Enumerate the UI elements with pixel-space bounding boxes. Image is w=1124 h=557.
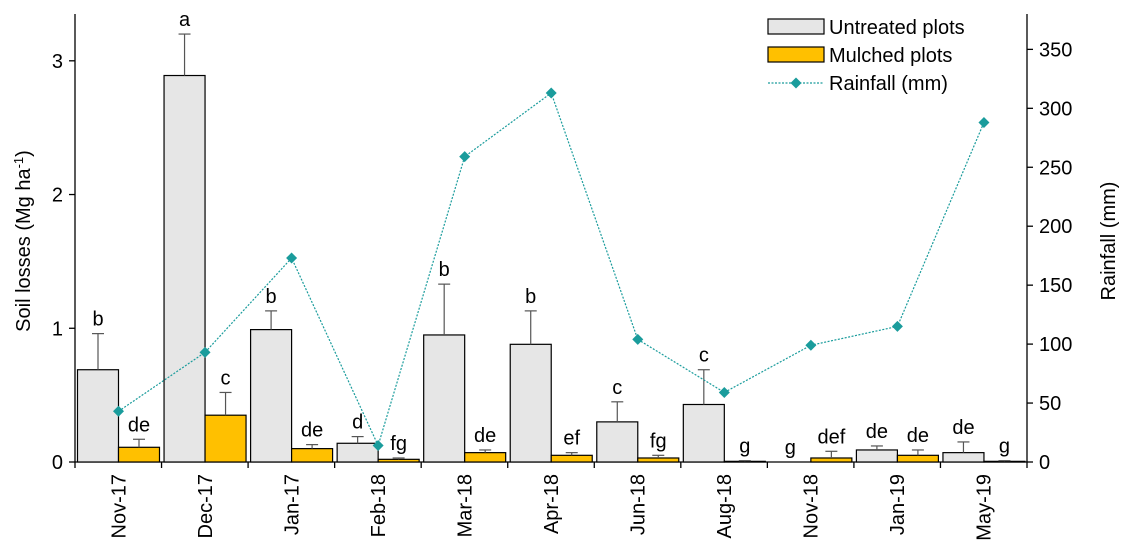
bar xyxy=(983,460,1026,463)
legend-swatch xyxy=(767,46,825,63)
bar xyxy=(336,442,379,463)
legend-label: Untreated plots xyxy=(829,17,965,39)
x-tick-label: Jun-18 xyxy=(628,474,650,535)
y-axis-title-sup: -1 xyxy=(11,157,26,169)
bar xyxy=(76,369,120,463)
legend: Untreated plots Mulched plots Rainfall (mm… xyxy=(767,17,965,95)
significance-letter: de xyxy=(474,425,496,447)
significance-letter: g xyxy=(785,437,796,459)
rainfall-point xyxy=(545,87,557,99)
y-tick-label: 2 xyxy=(52,185,63,207)
significance-letter: c xyxy=(221,367,231,389)
rainfall-point xyxy=(459,151,471,163)
bar xyxy=(810,457,853,463)
significance-letter: b xyxy=(439,259,450,281)
bar xyxy=(509,343,552,463)
y2-tick-label: 250 xyxy=(1039,157,1072,179)
bar xyxy=(464,452,507,463)
x-tick-label: Mar-18 xyxy=(454,474,476,537)
y-tick-label: 3 xyxy=(52,51,63,73)
significance-letter: de xyxy=(128,414,150,436)
bar xyxy=(637,457,680,463)
bar xyxy=(596,421,639,463)
y-axis-title: Soil losses (Mg ha-1) xyxy=(11,150,36,332)
significance-letter: de xyxy=(301,420,323,442)
y2-tick-label: 200 xyxy=(1039,216,1072,238)
significance-letter: de xyxy=(952,417,974,439)
rainfall-series xyxy=(113,87,990,451)
bar xyxy=(550,454,593,463)
significance-letter: def xyxy=(817,426,845,448)
bars xyxy=(76,74,1026,463)
y2-tick-label: 150 xyxy=(1039,275,1072,297)
bar xyxy=(942,452,985,463)
y-axis-title-base: Soil losses (Mg ha xyxy=(13,168,35,332)
error-bars xyxy=(92,33,1011,462)
legend-label: Rainfall (mm) xyxy=(829,73,948,95)
x-tick-label: Nov-18 xyxy=(801,474,823,538)
significance-letter: c xyxy=(699,345,709,367)
rainfall-point xyxy=(372,439,384,451)
tick-labels: 0 1 2 3 0 50 100 150 200 250 300 350 Nov-17 Dec-17 Jan… xyxy=(52,39,1073,540)
x-tick-label: Nov-17 xyxy=(108,474,130,538)
bar xyxy=(723,460,766,463)
bar xyxy=(682,403,725,463)
y2-tick-label: 350 xyxy=(1039,39,1072,61)
significance-letter: d xyxy=(352,412,363,434)
rainfall-point xyxy=(805,339,817,351)
bar xyxy=(377,458,420,463)
significance-letter: b xyxy=(525,286,536,308)
y2-tick-label: 50 xyxy=(1039,393,1061,415)
y-axis-title-end: ) xyxy=(13,150,35,157)
significance-letter: fg xyxy=(650,430,667,452)
rainfall-point xyxy=(632,333,644,345)
significance-letter: de xyxy=(907,425,929,447)
rainfall-point xyxy=(978,116,990,128)
significance-letter: fg xyxy=(390,433,407,455)
legend-swatch xyxy=(767,18,825,35)
bar xyxy=(117,446,161,463)
rainfall-point xyxy=(113,405,124,417)
x-tick-label: Aug-18 xyxy=(714,474,736,539)
x-tick-label: Feb-18 xyxy=(368,474,390,537)
rainfall-point xyxy=(286,252,298,264)
significance-letter: c xyxy=(612,377,622,399)
significance-letter: b xyxy=(92,309,103,331)
rainfall-point xyxy=(891,320,903,332)
x-tick-label: Apr-18 xyxy=(541,474,563,534)
bar xyxy=(249,329,293,463)
y2-tick-label: 0 xyxy=(1039,452,1050,474)
significance-letter: de xyxy=(866,421,888,443)
y2-axis-title: Rainfall (mm) xyxy=(1098,182,1120,301)
y-tick-label: 0 xyxy=(52,452,63,474)
y2-tick-label: 300 xyxy=(1039,98,1072,120)
significance-letter: a xyxy=(179,9,191,31)
significance-letter: ef xyxy=(563,428,580,450)
rainfall-point xyxy=(199,346,211,358)
bar xyxy=(290,448,334,463)
bar xyxy=(855,449,899,463)
bar xyxy=(204,414,247,463)
legend-marker xyxy=(790,77,802,89)
bar xyxy=(423,334,466,463)
x-tick-label: May-19 xyxy=(974,474,996,541)
bar xyxy=(163,74,206,463)
legend-label: Mulched plots xyxy=(829,45,952,67)
y-tick-label: 1 xyxy=(52,318,63,340)
y2-tick-label: 100 xyxy=(1039,334,1072,356)
significance-letter: b xyxy=(266,286,277,308)
rainfall-point xyxy=(718,386,730,398)
significance-letter: g xyxy=(739,436,750,458)
bar xyxy=(896,454,940,463)
x-tick-label: Jan-19 xyxy=(887,474,909,535)
x-tick-label: Dec-17 xyxy=(195,474,217,538)
x-tick-label: Jan-17 xyxy=(281,474,303,535)
significance-letter: g xyxy=(999,436,1010,458)
axis-titles: Soil losses (Mg ha-1) Rainfall (mm) xyxy=(11,150,1121,332)
